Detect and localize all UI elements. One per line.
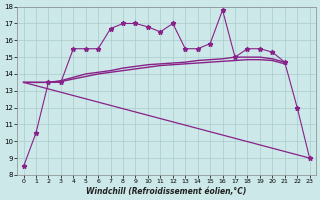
X-axis label: Windchill (Refroidissement éolien,°C): Windchill (Refroidissement éolien,°C) xyxy=(86,187,247,196)
